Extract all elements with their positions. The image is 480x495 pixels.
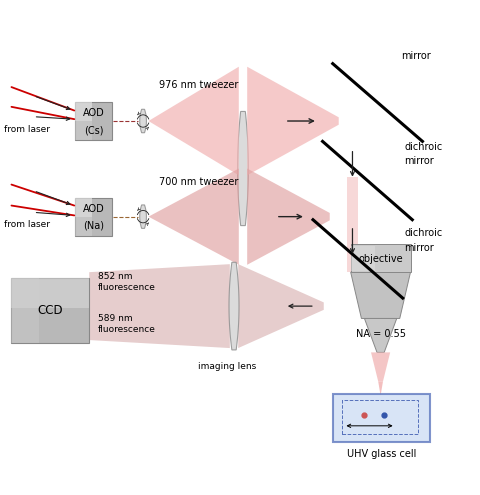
Text: 976 nm tweezer: 976 nm tweezer bbox=[159, 80, 239, 90]
Text: (Na): (Na) bbox=[83, 221, 104, 231]
Text: 700 nm tweezer: 700 nm tweezer bbox=[159, 177, 239, 187]
Polygon shape bbox=[140, 205, 146, 228]
Bar bbox=[12, 278, 89, 343]
Bar bbox=[75, 102, 112, 140]
Text: AOD: AOD bbox=[83, 203, 104, 214]
Polygon shape bbox=[229, 262, 239, 350]
Text: mirror: mirror bbox=[405, 243, 434, 252]
Text: 589 nm
fluorescence: 589 nm fluorescence bbox=[97, 314, 156, 334]
Text: mirror: mirror bbox=[402, 51, 432, 61]
Bar bbox=[351, 246, 374, 271]
Text: 852 nm
fluorescence: 852 nm fluorescence bbox=[97, 272, 156, 292]
Polygon shape bbox=[238, 264, 324, 348]
Text: dichroic: dichroic bbox=[405, 228, 443, 239]
Polygon shape bbox=[148, 168, 239, 265]
Text: dichroic: dichroic bbox=[405, 142, 443, 152]
Polygon shape bbox=[351, 272, 410, 318]
Polygon shape bbox=[238, 111, 249, 226]
Text: AOD: AOD bbox=[83, 108, 104, 118]
Text: (Cs): (Cs) bbox=[84, 125, 103, 135]
Bar bbox=[347, 177, 358, 272]
Bar bbox=[75, 121, 92, 140]
Bar bbox=[12, 278, 39, 343]
Polygon shape bbox=[364, 318, 397, 352]
Text: mirror: mirror bbox=[405, 156, 434, 166]
Text: from laser: from laser bbox=[4, 125, 50, 134]
Polygon shape bbox=[140, 109, 146, 133]
Bar bbox=[75, 102, 92, 121]
Text: imaging lens: imaging lens bbox=[198, 362, 256, 371]
Bar bbox=[333, 394, 430, 442]
Bar bbox=[75, 198, 92, 217]
Text: objective: objective bbox=[358, 253, 403, 264]
Polygon shape bbox=[89, 264, 230, 348]
Bar bbox=[12, 278, 89, 307]
Polygon shape bbox=[148, 67, 239, 175]
Bar bbox=[75, 217, 92, 236]
Polygon shape bbox=[371, 352, 390, 381]
Polygon shape bbox=[247, 67, 339, 175]
Text: from laser: from laser bbox=[4, 220, 50, 229]
Bar bbox=[342, 400, 418, 435]
Polygon shape bbox=[247, 168, 330, 265]
Bar bbox=[351, 245, 410, 272]
Text: UHV glass cell: UHV glass cell bbox=[347, 449, 416, 459]
Bar bbox=[75, 198, 112, 236]
Polygon shape bbox=[378, 381, 383, 396]
Text: NA = 0.55: NA = 0.55 bbox=[356, 329, 406, 339]
Text: CCD: CCD bbox=[37, 304, 63, 317]
